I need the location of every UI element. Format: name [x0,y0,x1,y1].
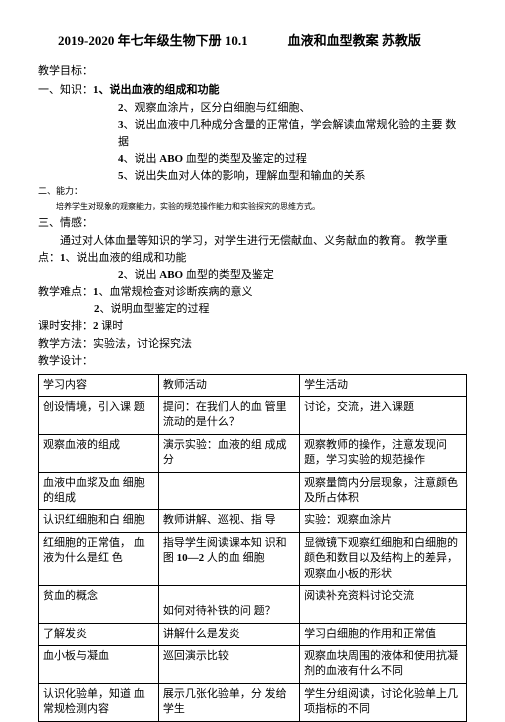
section-2-label: 二、能力： [38,185,467,199]
table-cell: 认识化验单，知道 血常规检测内容 [39,683,159,721]
sec1-item-3: 3、说出血液中几种成分含量的正常值，学会解读血常规化验的主要 数据 [118,117,467,151]
sec1-item-2: 2、观察血涂片，区分白细胞与红细胞、 [118,100,467,117]
table-row: 了解发炎 讲解什么是发炎 学习白细胞的作用和正常值 [39,623,467,645]
table-cell: 认识红细胞和白 细胞 [39,510,159,532]
table-cell: 学习白细胞的作用和正常值 [300,623,467,645]
table-cell: 实验：观察血涂片 [300,510,467,532]
table-cell: 学习内容 [39,374,159,396]
difficulty: 教学难点：1、血常规检查对诊断疾病的意义 [38,284,467,301]
table-cell: 红细胞的正常值， 血液为什么是红 色 [39,532,159,585]
table-cell: 阅读补充资料讨论交流 [300,585,467,623]
table-cell: 讲解什么是发炎 [158,623,299,645]
table-cell: 了解发炎 [39,623,159,645]
table-cell: 血小板与凝血 [39,646,159,684]
section-2-text: 培养学生对现象的观察能力，实验的规范操作能力和实验探究的思维方式。 [56,201,467,213]
section-3-text: 通过对人体血量等知识的学习，对学生进行无偿献血、义务献血的教育。 教学重点：1、… [38,233,467,267]
table-cell: 讨论，交流，进入课题 [300,397,467,435]
lesson-table: 学习内容 教师活动 学生活动 创设情境，引入课 题 提问：在我们人的血 管里流动… [38,374,467,722]
schedule: 课时安排：2 课时 [38,318,467,335]
table-cell: 巡回演示比较 [158,646,299,684]
table-cell: 观察量筒内分层现象，注意颜色 及所占体积 [300,472,467,510]
sec1-item-4: 4、说出 ABO 血型的类型及鉴定的过程 [118,151,467,168]
table-cell: 学生活动 [300,374,467,396]
table-cell: 如何对待补铁的问 题？ [158,585,299,623]
table-cell: 显微镜下观察红细胞和白细胞的 颜色和数目以及结构上的差异， 观察血小板的形状 [300,532,467,585]
table-cell: 贫血的概念 [39,585,159,623]
section-3-label: 三、情感： [38,215,467,232]
table-cell: 教师活动 [158,374,299,396]
table-row: 血液中血浆及血 细胞的组成 观察量筒内分层现象，注意颜色 及所占体积 [39,472,467,510]
table-row: 红细胞的正常值， 血液为什么是红 色 指导学生阅读课本知 识和图 10—2 人的… [39,532,467,585]
table-cell: 学生分组阅读，讨论化验单上几 项指标的不同 [300,683,467,721]
method: 教学方法：实验法，讨论探究法 [38,336,467,353]
table-row: 观察血液的组成 演示实验：血液的组 成成分 观察教师的操作，注意发现问题，学习实… [39,434,467,472]
table-cell: 提问：在我们人的血 管里流动的是什么？ [158,397,299,435]
design: 教学设计： [38,353,467,370]
table-cell: 展示几张化验单，分 发给学生 [158,683,299,721]
table-cell: 观察血液的组成 [39,434,159,472]
table-cell: 教师讲解、巡视、指 导 [158,510,299,532]
table-row: 贫血的概念 如何对待补铁的问 题？ 阅读补充资料讨论交流 [39,585,467,623]
table-row: 学习内容 教师活动 学生活动 [39,374,467,396]
sec3-sub: 2、说出 ABO 血型的类型及鉴定 [118,267,467,284]
table-cell [158,472,299,510]
table-row: 认识化验单，知道 血常规检测内容 展示几张化验单，分 发给学生 学生分组阅读，讨… [39,683,467,721]
table-row: 认识红细胞和白 细胞 教师讲解、巡视、指 导 实验：观察血涂片 [39,510,467,532]
section-1: 一、知识：1、说出血液的组成和功能 [38,82,467,99]
table-cell: 观察血块周围的液体和使用抗凝 剂的血液有什么不同 [300,646,467,684]
table-cell: 创设情境，引入课 题 [39,397,159,435]
table-cell: 血液中血浆及血 细胞的组成 [39,472,159,510]
table-row: 血小板与凝血 巡回演示比较 观察血块周围的液体和使用抗凝 剂的血液有什么不同 [39,646,467,684]
table-row: 创设情境，引入课 题 提问：在我们人的血 管里流动的是什么？ 讨论，交流，进入课… [39,397,467,435]
table-cell: 观察教师的操作，注意发现问题，学习实验的规范操作 [300,434,467,472]
goals-header: 教学目标： [38,63,467,80]
table-cell: 指导学生阅读课本知 识和图 10—2 人的血 细胞 [158,532,299,585]
page-title: 2019-2020 年七年级生物下册 10.1血液和血型教案 苏教版 [58,30,467,49]
table-cell: 演示实验：血液的组 成成分 [158,434,299,472]
difficulty-2: 2、说明血型鉴定的过程 [94,301,467,318]
sec1-item-5: 5、说出失血对人体的影响，理解血型和输血的关系 [118,168,467,185]
